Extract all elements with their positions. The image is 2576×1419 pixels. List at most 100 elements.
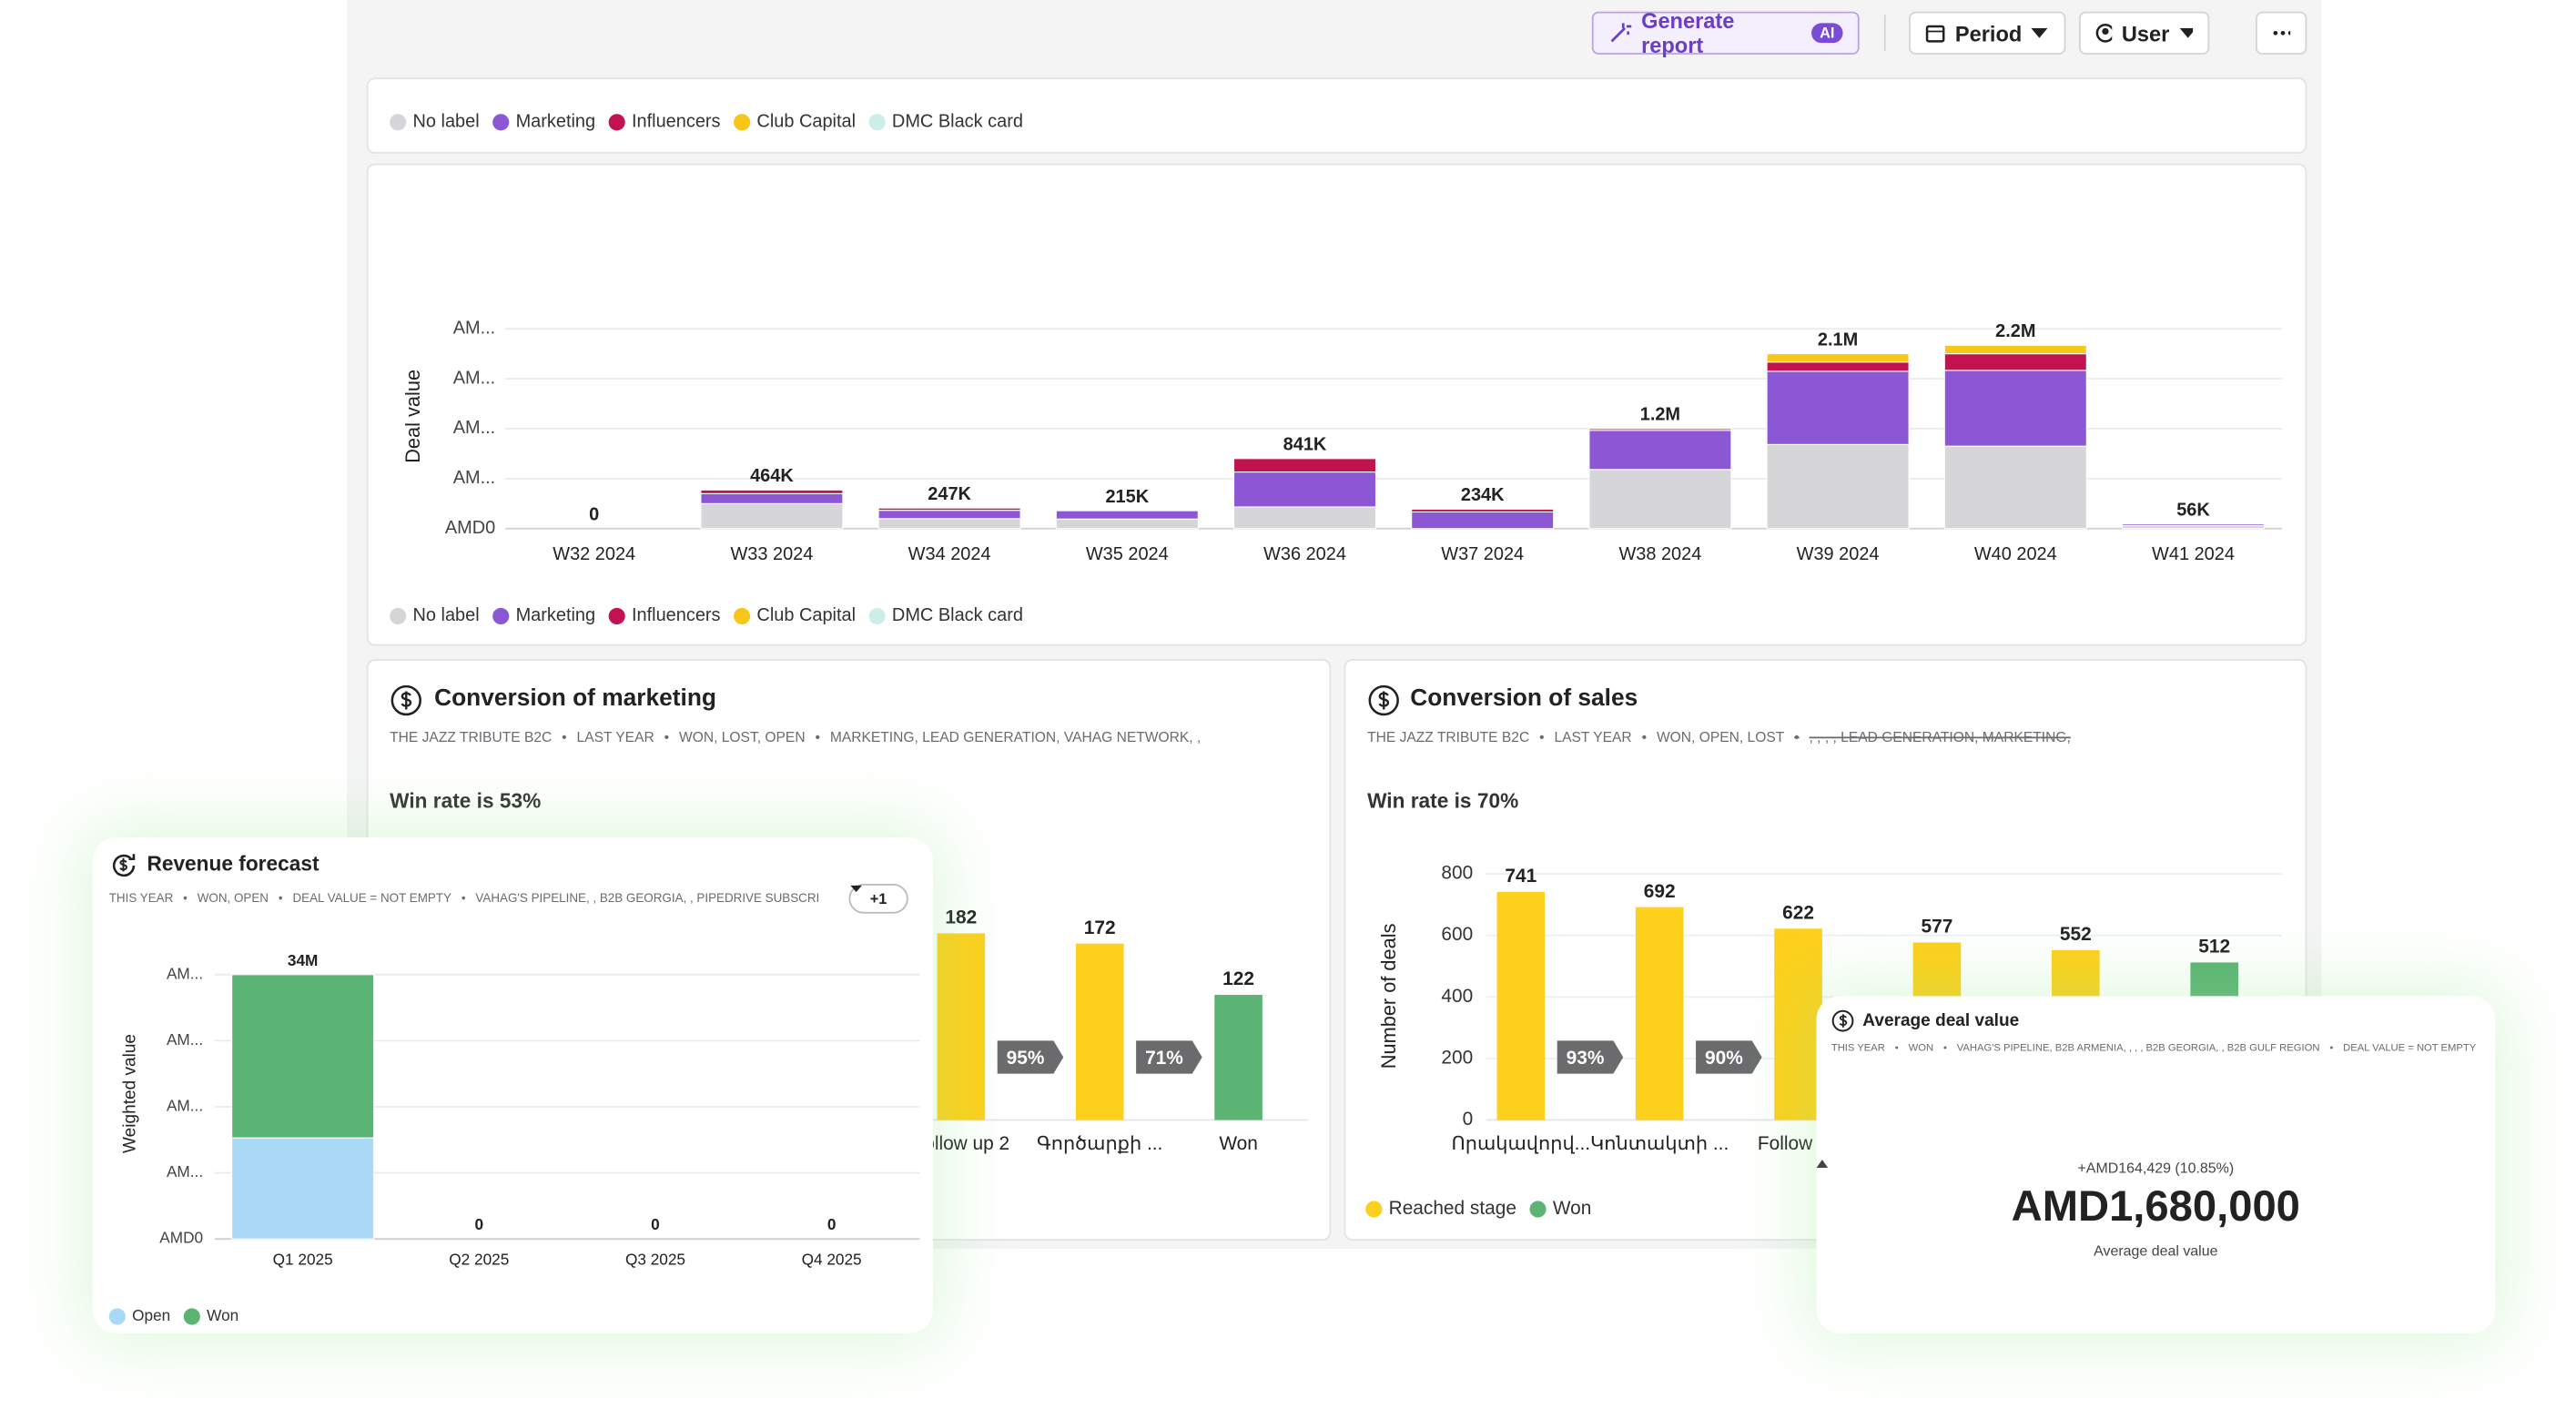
filters: THE JAZZ TRIBUTE B2CLAST YEARWON, OPEN, … [1367,728,2292,745]
legend-label: No label [413,112,480,132]
chart: AMD0 AM... AM... AM... AM... Q1 2025 34M Q2 202… [108,951,920,1325]
x-tick-label: Follow up 2 [912,1133,1009,1154]
revenue-forecast-card: AMD0 AM... AM... AM... AM... Q1 2025 34M Q2 202… [92,837,933,1333]
dollar-icon [1831,1009,1854,1032]
conversion-label: 71% [1145,1048,1183,1069]
legend-label: Open [132,1306,170,1324]
y-tick-label: AMD0 [445,518,495,538]
y-tick-label: AM... [167,964,203,982]
bar-segment [1232,458,1377,473]
filter: WON [1885,1042,1933,1054]
filter: THIS YEAR [1831,1042,1885,1054]
y-tick-label: AM... [167,1162,203,1181]
legend: No label Marketing Influencers Club Capital… [390,112,1023,132]
legend-swatch [183,1308,200,1325]
value-label: 577 [1922,917,1953,938]
legend-label: Marketing [516,112,596,132]
total-label: 0 [589,505,599,525]
total-label: 0 [475,1215,484,1233]
button-label: User [2121,20,2170,46]
y-tick-label: AM... [453,468,496,488]
bar-segment [1943,445,2087,530]
caret [2032,27,2049,38]
conversion-label: 90% [1705,1048,1743,1069]
total-label: 841K [1283,435,1327,455]
bar-segment [877,518,1021,530]
legend-card: No label Marketing Influencers Club Capital… [366,77,2307,154]
bar [1774,928,1822,1120]
bar-segment [231,1137,375,1240]
legend-swatch [734,114,751,131]
x-tick-label: Գործարքի ... [1037,1133,1162,1154]
bar-segment [1766,353,1910,363]
bar-segment [1766,443,1910,530]
more-filters-chip[interactable]: +1 [848,883,908,914]
period-button[interactable]: Period [1909,11,2066,55]
total-label: 2.1M [1818,329,1858,350]
bar-segment [1588,469,1732,530]
chart: 182 Follow up 2 172 Գործարքի ... 122 Won 95% 71… [912,907,1308,1154]
legend-swatch [608,114,625,131]
legend-label: Marketing [516,605,596,625]
x-tick-label: Q3 2025 [625,1250,685,1268]
y-tick-label: 800 [1441,863,1473,884]
value-label: 622 [1782,902,1814,923]
button-label: Period [1954,20,2023,46]
y-tick-label: 400 [1441,986,1473,1007]
total-label: 464K [750,466,794,486]
x-tick-label: Q2 2025 [449,1250,509,1268]
kpi-caption: Average deal value [2094,1242,2218,1259]
legend-swatch [734,607,751,625]
bar [937,933,986,1120]
filter: VAHAG'S PIPELINE, B2B ARMENIA, , , , B2B… [1933,1042,2319,1054]
change-text: +AMD164,429 (10.85%) [2077,1160,2235,1177]
total-label: 215K [1105,487,1149,507]
legend-swatch [108,1308,126,1325]
legend-swatch [492,607,510,625]
filter: THE JAZZ TRIBUTE B2C [390,728,553,745]
filter: VAHAG'S PIPELINE, , B2B GEORGIA, , PIPED… [451,890,819,905]
value-label: 552 [2060,924,2092,945]
conversion-label: 95% [1007,1048,1045,1069]
win-rate: Win rate is 53% [390,789,542,813]
bar-segment [1766,361,1910,372]
kpi-change: +AMD164,429 (10.85%) [1816,1160,2496,1177]
total-label: 0 [827,1215,837,1233]
y-axis-title: Number of deals [1377,923,1400,1069]
y-tick-label: AM... [453,318,496,338]
legend-swatch [868,114,886,131]
calendar-icon [1925,25,1945,43]
value-label: 512 [2198,937,2230,958]
user-icon [2095,23,2112,43]
filter: THIS YEAR [108,890,174,906]
user-button[interactable]: User [2078,11,2210,55]
total-label: 34M [288,951,318,969]
y-tick-label: AM... [167,1030,203,1049]
total-label: 2.2M [1995,321,2035,341]
bar [1075,943,1124,1120]
x-tick-label: W32 2024 [553,544,635,564]
card-title: Conversion of marketing [434,685,716,713]
filter: WON, LOST, OPEN [654,728,806,745]
bar-segment [2121,523,2266,527]
more-button[interactable] [2256,11,2307,55]
bar-segment [700,492,844,504]
chart: AMD0 AM... AM... AM... AM... W32 2024 0 W33 202… [390,318,2283,625]
total-label: 247K [928,484,971,504]
card-title: Conversion of sales [1410,685,1638,713]
legend-label: Influencers [632,605,721,625]
generate-report-button[interactable]: Generate report AI [1591,8,1860,58]
bar-segment [1232,506,1377,530]
bar-segment [1411,511,1555,530]
x-tick-label: W35 2024 [1086,544,1169,564]
bar [1496,892,1546,1120]
filter: WON, OPEN [173,890,269,905]
x-tick-label: W40 2024 [1974,544,2057,564]
y-tick-label: AM... [453,368,496,388]
y-axis-title: Deal value [401,370,424,463]
filters: THIS YEARWON, OPENDEAL VALUE = NOT EMPTY… [109,890,841,905]
filter: , , , , LEAD GENERATION, MARKETING, [1784,728,2071,745]
caret [850,885,862,893]
bar-segment [877,507,1021,512]
